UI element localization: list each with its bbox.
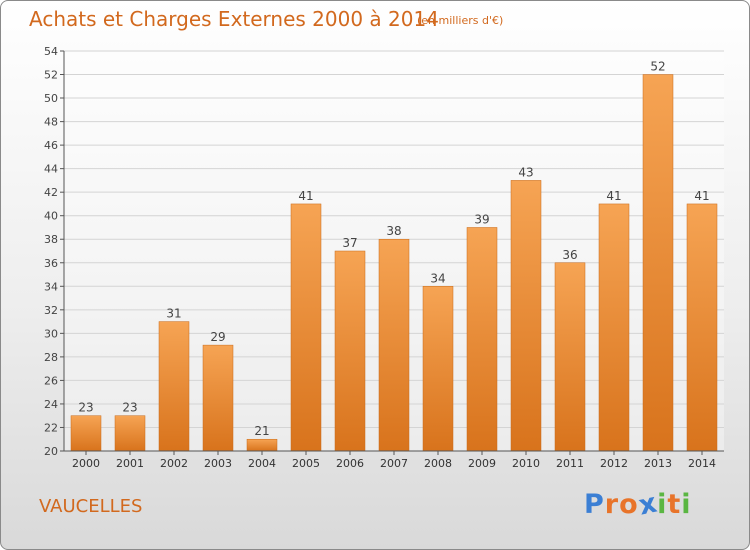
data-label: 34 (430, 271, 445, 285)
x-tick-label: 2006 (336, 457, 364, 470)
x-tick-label: 2010 (512, 457, 540, 470)
bar (642, 74, 674, 452)
y-tick-label: 52 (44, 69, 58, 82)
data-label: 21 (254, 424, 269, 438)
x-tick-label: 2009 (468, 457, 496, 470)
logo-letter: i (681, 489, 692, 520)
data-label: 31 (166, 307, 181, 321)
data-label: 41 (694, 189, 709, 203)
bar (466, 227, 498, 452)
logo-letter: P (584, 489, 605, 520)
y-tick-label: 54 (44, 45, 58, 58)
bar (158, 321, 190, 452)
x-tick-label: 2002 (160, 457, 188, 470)
x-tick-label: 2003 (204, 457, 232, 470)
y-tick-label: 44 (44, 163, 58, 176)
y-tick-label: 40 (44, 210, 58, 223)
y-tick-label: 38 (44, 233, 58, 246)
y-tick-label: 28 (44, 351, 58, 364)
y-tick-label: 36 (44, 257, 58, 270)
x-tick-label: 2007 (380, 457, 408, 470)
x-tick-label: 2011 (556, 457, 584, 470)
chart-title: Achats et Charges Externes 2000 à 2014 (29, 7, 439, 31)
data-label: 36 (562, 248, 577, 262)
bar (70, 415, 102, 452)
logo-letter: o (619, 489, 639, 520)
proxiti-logo: Proxiti (584, 487, 692, 521)
y-tick-label: 42 (44, 186, 58, 199)
data-label: 23 (122, 401, 137, 415)
data-label: 41 (606, 189, 621, 203)
y-tick-label: 34 (44, 280, 58, 293)
chart-subtitle: (en milliers d'€) (417, 14, 504, 27)
bar (246, 438, 278, 452)
y-tick-label: 30 (44, 327, 58, 340)
bar (202, 344, 234, 452)
bar (378, 238, 410, 452)
data-label: 41 (298, 189, 313, 203)
bar (554, 262, 586, 452)
logo-letter: i (657, 489, 668, 520)
y-tick-label: 46 (44, 139, 58, 152)
logo-letter: r (604, 489, 620, 520)
x-tick-label: 2013 (644, 457, 672, 470)
data-label: 29 (210, 330, 225, 344)
data-label: 38 (386, 224, 401, 238)
y-tick-label: 24 (44, 398, 58, 411)
x-tick-label: 2001 (116, 457, 144, 470)
bar (598, 203, 630, 452)
x-tick-label: 2005 (292, 457, 320, 470)
data-label: 23 (78, 401, 93, 415)
data-label: 39 (474, 212, 489, 226)
y-tick-label: 26 (44, 374, 58, 387)
data-label: 43 (518, 165, 533, 179)
logo-letter: t (667, 489, 682, 520)
bar (334, 250, 366, 452)
y-tick-label: 20 (44, 445, 58, 458)
bar (290, 203, 322, 452)
y-tick-label: 48 (44, 116, 58, 129)
x-tick-label: 2000 (72, 457, 100, 470)
x-tick-label: 2004 (248, 457, 276, 470)
bar (510, 180, 542, 452)
data-label: 52 (650, 60, 665, 74)
commune-name: VAUCELLES (39, 496, 143, 517)
x-tick-label: 2008 (424, 457, 452, 470)
bar (422, 286, 454, 452)
x-tick-label: 2012 (600, 457, 628, 470)
y-tick-label: 50 (44, 92, 58, 105)
bar (686, 203, 718, 452)
x-tick-label: 2014 (688, 457, 716, 470)
y-tick-label: 32 (44, 304, 58, 317)
y-tick-label: 22 (44, 421, 58, 434)
data-label: 37 (342, 236, 357, 250)
bar (114, 415, 146, 452)
